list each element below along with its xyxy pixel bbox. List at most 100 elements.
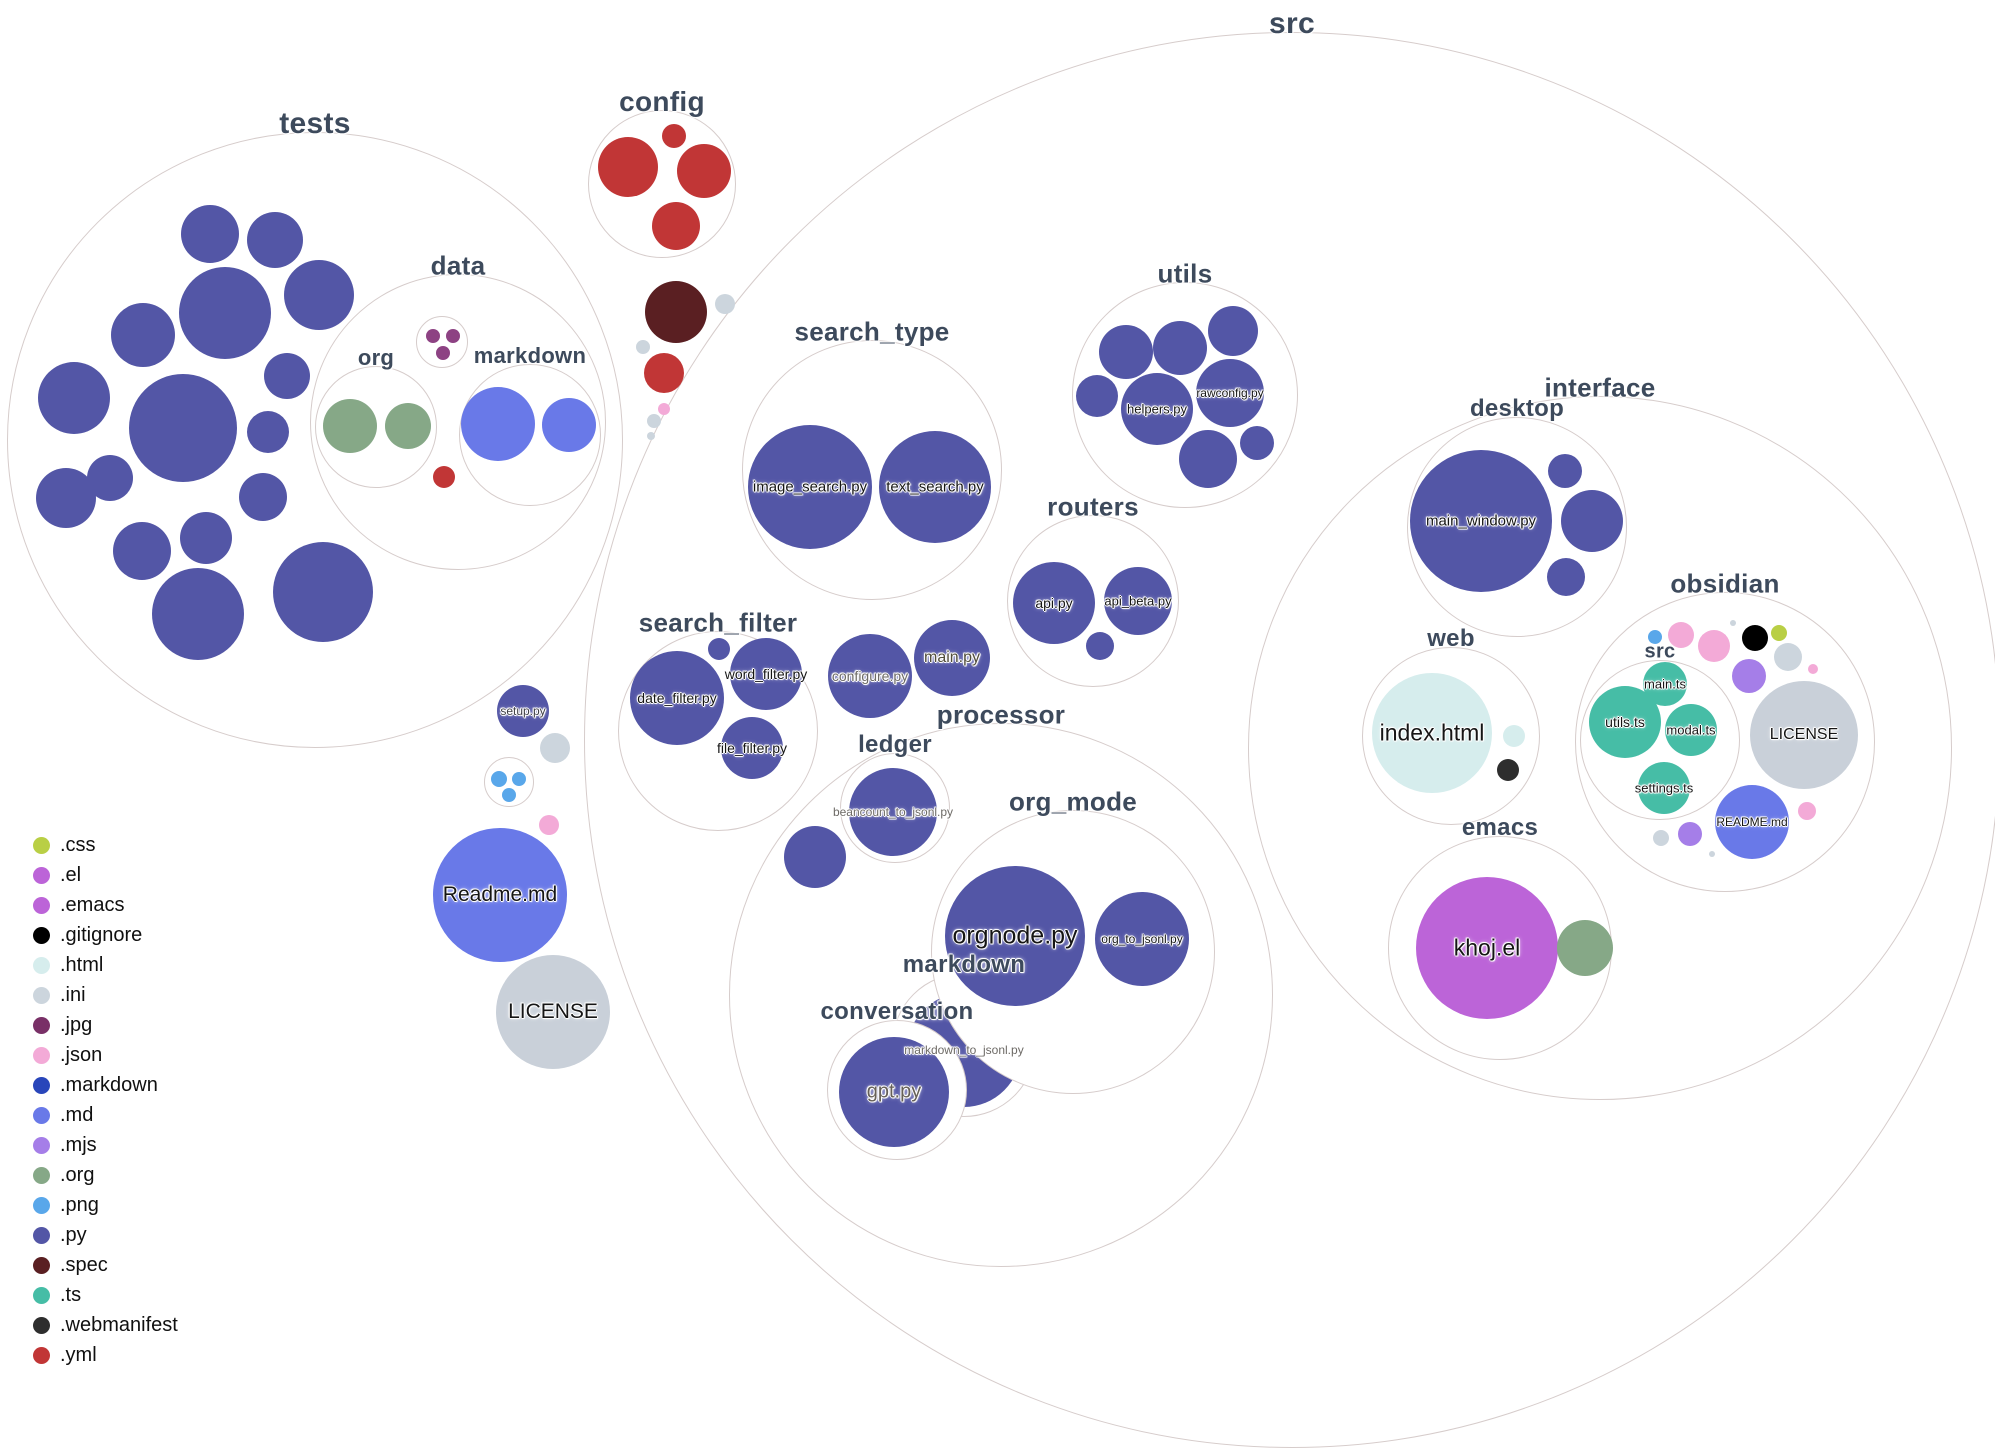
legend-item-gitignore: .gitignore — [33, 923, 142, 947]
file-utils-ts — [1589, 686, 1661, 758]
legend-item-html: .html — [33, 953, 103, 977]
dir-search-type-label: search_type — [794, 316, 950, 347]
legend-item-el: .el — [33, 863, 81, 887]
dir-search-filter-label: search_filter — [638, 607, 798, 638]
file-gpt-py — [839, 1037, 949, 1147]
legend-item-emacs: .emacs — [33, 893, 124, 917]
obsidian-css — [1771, 625, 1787, 641]
dir-utils-label: utils — [1157, 258, 1213, 289]
legend-item-spec: .spec — [33, 1253, 108, 1277]
utils-py-1 — [1099, 325, 1153, 379]
root-ini-4 — [647, 432, 655, 440]
file-utils-ts-label: utils.ts — [1605, 714, 1645, 730]
file-readme-md — [433, 828, 567, 962]
root-ini-5 — [540, 733, 570, 763]
tests-py-5 — [111, 303, 175, 367]
root-ini-2 — [636, 340, 650, 354]
file-khoj-el — [1416, 877, 1558, 1019]
config-yml-2 — [662, 124, 686, 148]
root-png-2 — [512, 772, 526, 786]
legend-color-dot-jpg — [33, 1016, 50, 1034]
legend-ext-label: .html — [60, 953, 104, 976]
desktop-py-1 — [1548, 454, 1582, 488]
file-beancount-to-jsonl-py-label: beancount_to_jsonl.py — [832, 805, 954, 819]
file-text-search-py — [879, 431, 991, 543]
obsidian-json-4 — [1798, 802, 1816, 820]
file-main-window-py-label: main_window.py — [1425, 512, 1537, 530]
root-yml — [644, 353, 684, 393]
dir-data-label: data — [430, 250, 486, 281]
dir-proc-markdown-label: markdown — [902, 951, 1026, 978]
file-configure-py — [828, 634, 912, 718]
file-obsidian-readme-label: README.md — [1716, 815, 1788, 829]
dir-data-org-label: org — [357, 345, 395, 370]
file-helpers-py-label: helpers.py — [1127, 401, 1187, 417]
legend-color-dot-ini — [33, 986, 50, 1004]
legend-color-dot-org — [33, 1166, 50, 1184]
file-api-beta-py-label: api_beta.py — [1104, 593, 1172, 609]
file-license — [496, 955, 610, 1069]
legend-ext-label: .el — [60, 863, 82, 886]
obsidian-ini-1 — [1730, 620, 1736, 626]
file-main-py — [914, 620, 990, 696]
dir-tests-label: tests — [279, 107, 351, 140]
legend-ext-label: .spec — [60, 1253, 108, 1276]
legend-item-md: .md — [33, 1103, 93, 1127]
legend-ext-label: .png — [60, 1193, 99, 1216]
file-index-html — [1372, 673, 1492, 793]
legend-color-dot-markdown — [33, 1076, 50, 1094]
legend-ext-label: .mjs — [60, 1133, 97, 1156]
tests-py-9 — [247, 411, 289, 453]
tests-py-8 — [264, 353, 310, 399]
legend-color-dot-yml — [33, 1346, 50, 1364]
legend-item-json: .json — [33, 1043, 102, 1067]
file-word-filter-py-label: word_filter.py — [724, 666, 808, 682]
root-ini-1 — [715, 294, 735, 314]
tests-py-11 — [36, 468, 96, 528]
obsidian-json-2 — [1698, 630, 1730, 662]
dir-data-markdown-label: markdown — [473, 343, 587, 368]
legend-color-dot-json — [33, 1046, 50, 1064]
legend-color-dot-py — [33, 1226, 50, 1244]
tests-py-13 — [180, 512, 232, 564]
data-jpg-3 — [436, 346, 450, 360]
file-api-py-label: api.py — [1035, 595, 1073, 611]
desktop-py-2 — [1561, 490, 1623, 552]
legend-ext-label: .ini — [60, 983, 86, 1006]
utils-py-2 — [1153, 321, 1207, 375]
root-spec — [645, 281, 707, 343]
file-beancount-to-jsonl-py — [849, 768, 937, 856]
config-yml-3 — [677, 144, 731, 198]
obsidian-json-3 — [1808, 664, 1818, 674]
legend-color-dot-webmanifest — [33, 1316, 50, 1334]
dir-processor-label: processor — [936, 699, 1066, 730]
data-org-2 — [385, 403, 431, 449]
tests-py-1 — [181, 205, 239, 263]
tests-py-14 — [113, 522, 171, 580]
file-file-filter-py — [721, 717, 783, 779]
tests-py-6 — [38, 362, 110, 434]
dir-org-mode-label: org_mode — [1008, 786, 1138, 817]
root-png-3 — [502, 788, 516, 802]
file-date-filter-py-label: date_filter.py — [637, 690, 717, 706]
file-helpers-py — [1121, 373, 1193, 445]
legend-color-dot-emacs — [33, 896, 50, 914]
dir-src-label: src — [1269, 7, 1315, 40]
web-html-1 — [1503, 725, 1525, 747]
tests-py-7 — [129, 374, 237, 482]
tests-py-3 — [179, 267, 271, 359]
routers-py-1 — [1086, 632, 1114, 660]
file-settings-ts-label: settings.ts — [1634, 780, 1694, 796]
legend-item-png: .png — [33, 1193, 99, 1217]
dir-desktop-label: desktop — [1469, 395, 1565, 422]
obsidian-ini-3 — [1653, 830, 1669, 846]
obsidian-ini-4 — [1709, 851, 1715, 857]
file-obsidian-readme — [1715, 785, 1789, 859]
tests-py-16 — [152, 568, 244, 660]
data-jpg-2 — [446, 329, 460, 343]
file-rawconfig-py — [1196, 359, 1264, 427]
file-main-ts-label: main.ts — [1644, 676, 1686, 692]
legend-color-dot-el — [33, 866, 50, 884]
search-filter-py-1 — [708, 638, 730, 660]
legend-color-dot-spec — [33, 1256, 50, 1274]
